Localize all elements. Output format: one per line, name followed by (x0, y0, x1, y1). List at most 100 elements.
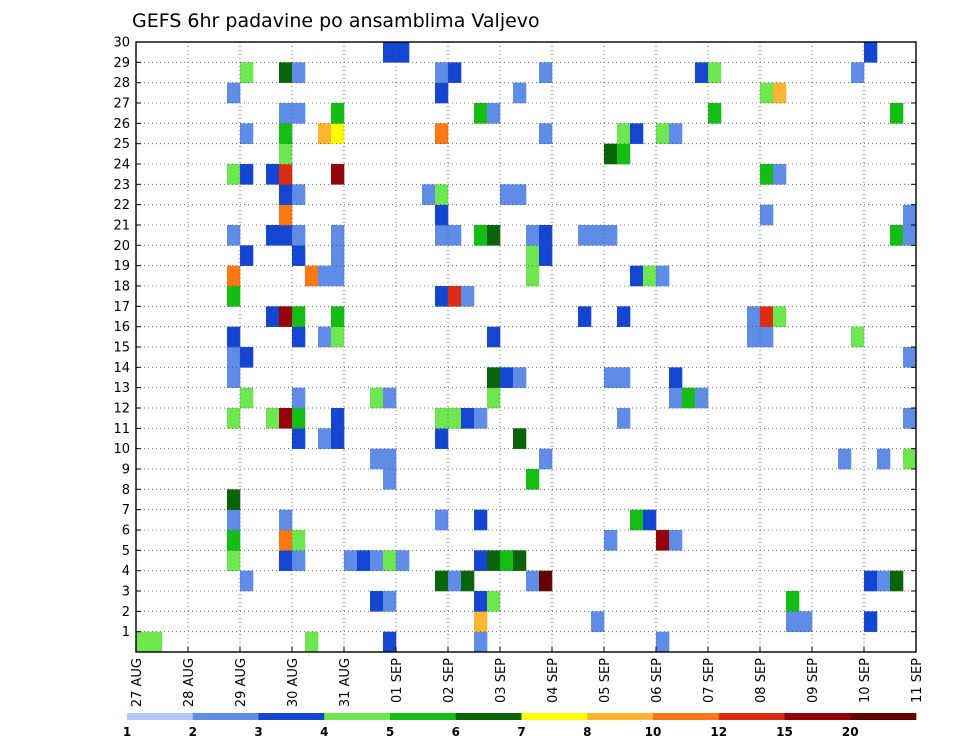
y-tick-label: 27 (113, 97, 130, 112)
x-tick-label: 31 AUG (338, 658, 353, 707)
heatmap-cell (591, 611, 605, 632)
heatmap-cell (435, 123, 449, 144)
y-tick-label: 5 (122, 544, 130, 559)
heatmap-cell (617, 367, 631, 388)
heatmap-cell (669, 530, 683, 551)
heatmap-cell (266, 306, 280, 327)
heatmap-cell (656, 631, 670, 653)
colorbar-label: 2 (189, 725, 197, 739)
heatmap-cell (435, 225, 449, 246)
heatmap-cell (383, 591, 397, 612)
y-tick-label: 28 (113, 76, 130, 91)
heatmap-cell (799, 611, 813, 632)
heatmap-cell (487, 550, 501, 571)
heatmap-cell (539, 225, 553, 246)
heatmap-cell (617, 306, 631, 327)
heatmap-cell (864, 611, 878, 632)
heatmap-cell (539, 448, 553, 470)
x-tick-label: 10 SEP (858, 658, 873, 703)
colorbar-label: 3 (254, 725, 262, 739)
heatmap-cell (292, 103, 306, 124)
heatmap-cell (773, 164, 787, 185)
y-tick-label: 21 (113, 219, 130, 234)
heatmap-cell (435, 428, 449, 449)
heatmap-cell (474, 591, 488, 612)
heatmap-cell (227, 265, 241, 287)
heatmap-cell (643, 509, 657, 531)
x-tick-label: 27 AUG (130, 658, 145, 707)
heatmap-cell (279, 184, 293, 205)
heatmap-cell (435, 570, 449, 592)
heatmap-cell (461, 286, 475, 307)
y-tick-label: 17 (113, 300, 130, 315)
x-tick-label: 05 SEP (598, 658, 613, 703)
heatmap-cell (864, 570, 878, 592)
heatmap-cell (279, 143, 293, 165)
heatmap-cell (240, 570, 254, 592)
heatmap-cell (838, 448, 852, 470)
x-tick-label: 29 AUG (234, 658, 249, 707)
heatmap-cell (279, 509, 293, 531)
heatmap-cell (305, 265, 319, 287)
y-tick-label: 16 (113, 320, 130, 335)
heatmap-cell (539, 62, 553, 83)
y-tick-label: 4 (122, 564, 130, 579)
colorbar-swatch (258, 713, 325, 720)
y-tick-label: 15 (113, 341, 130, 356)
heatmap-cell (656, 530, 670, 551)
heatmap-cell (435, 184, 449, 205)
heatmap-cell (500, 184, 514, 205)
colorbar-label: 5 (386, 725, 394, 739)
heatmap-cell (435, 82, 449, 104)
colorbar-swatch (850, 713, 917, 720)
grid-lines (136, 42, 916, 652)
x-tick-label: 02 SEP (442, 658, 457, 703)
heatmap-cell (240, 123, 254, 144)
heatmap-cell (526, 265, 540, 287)
heatmap-cell (617, 143, 631, 165)
heatmap-cell (695, 62, 709, 83)
heatmap-cell (513, 367, 527, 388)
heatmap-cell (903, 204, 917, 226)
heatmap-cell (474, 509, 488, 531)
heatmap-cell (695, 387, 709, 409)
heatmap-cell (318, 428, 332, 449)
heatmap-cell (292, 550, 306, 571)
x-tick-label: 01 SEP (390, 658, 405, 703)
heatmap-cell (279, 306, 293, 327)
heatmap-cell (279, 103, 293, 124)
colorbar-swatch (390, 713, 457, 720)
y-tick-label: 9 (122, 463, 130, 478)
heatmap-cell (370, 387, 384, 409)
colorbar-swatch (521, 713, 588, 720)
heatmap-cell (448, 62, 462, 83)
colorbar: 1 2 3 4 5 6 7 8 10 12 15 20 (123, 713, 917, 739)
colorbar-swatch (784, 713, 851, 720)
heatmap-cell (227, 408, 241, 429)
heatmap-cell (474, 103, 488, 124)
heatmap-cell (383, 387, 397, 409)
heatmap-cell (526, 245, 540, 266)
heatmap-cell (461, 408, 475, 429)
y-tick-label: 10 (113, 442, 130, 457)
x-tick-label: 09 SEP (806, 658, 821, 703)
heatmap-cell (591, 225, 605, 246)
heatmap-cell (331, 306, 345, 327)
heatmap-cell (448, 225, 462, 246)
heatmap-cell (864, 42, 878, 63)
heatmap-cell (760, 306, 774, 327)
heatmap-cell (643, 265, 657, 287)
heatmap-cell (279, 204, 293, 226)
heatmap-cell (227, 347, 241, 368)
heatmap-cell (331, 164, 345, 185)
y-tick-label: 30 (113, 36, 130, 51)
colorbar-label: 10 (645, 725, 662, 739)
heatmap-cell (760, 326, 774, 348)
heatmap-cell (370, 591, 384, 612)
heatmap-cell (682, 387, 696, 409)
heatmap-cell (331, 408, 345, 429)
heatmap-cell (500, 550, 514, 571)
heatmap-cell (656, 265, 670, 287)
y-tick-label: 23 (113, 178, 130, 193)
colorbar-label: 1 (123, 725, 131, 739)
